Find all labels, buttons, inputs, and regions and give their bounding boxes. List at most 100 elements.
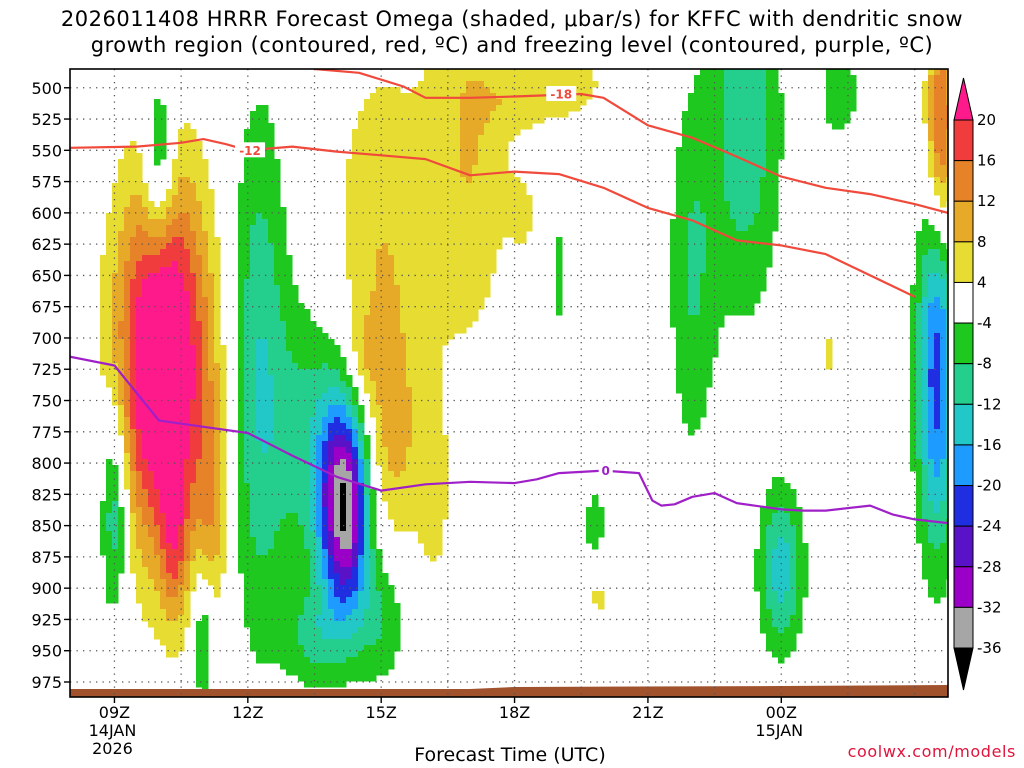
omega-cell: [688, 141, 695, 148]
omega-cell: [112, 369, 119, 376]
omega-cell: [220, 429, 227, 436]
omega-cell: [700, 153, 707, 160]
omega-cell: [292, 537, 299, 544]
omega-cell: [184, 189, 191, 196]
omega-cell: [142, 255, 149, 262]
omega-cell: [154, 453, 161, 460]
omega-cell: [256, 417, 263, 424]
omega-cell: [682, 321, 689, 328]
omega-cell: [700, 75, 707, 82]
omega-cell: [238, 273, 245, 280]
omega-cell: [268, 207, 275, 214]
omega-cell: [214, 501, 221, 508]
omega-cell: [478, 225, 485, 232]
omega-cell: [586, 75, 593, 82]
omega-cell: [430, 123, 437, 130]
omega-cell: [292, 621, 299, 628]
omega-cell: [244, 129, 251, 136]
omega-cell: [424, 363, 431, 370]
omega-cell: [328, 507, 335, 514]
omega-cell: [178, 207, 185, 214]
omega-cell: [118, 525, 125, 532]
omega-cell: [340, 381, 347, 388]
omega-cell: [424, 267, 431, 274]
omega-cell: [376, 195, 383, 202]
omega-cell: [142, 573, 149, 580]
omega-cell: [250, 399, 257, 406]
omega-cell: [304, 675, 311, 682]
omega-cell: [130, 453, 137, 460]
omega-cell: [310, 435, 317, 442]
omega-cell: [670, 261, 677, 268]
omega-cell: [388, 309, 395, 316]
omega-cell: [340, 669, 347, 676]
omega-cell: [238, 519, 245, 526]
omega-cell: [346, 195, 353, 202]
omega-cell: [376, 93, 383, 100]
omega-cell: [244, 537, 251, 544]
omega-cell: [364, 183, 371, 190]
omega-cell: [304, 369, 311, 376]
omega-cell: [274, 393, 281, 400]
omega-cell: [460, 195, 467, 202]
omega-cell: [178, 459, 185, 466]
omega-cell: [316, 339, 323, 346]
omega-cell: [268, 411, 275, 418]
omega-cell: [178, 381, 185, 388]
omega-cell: [178, 591, 185, 598]
omega-cell: [454, 183, 461, 190]
omega-cell: [592, 525, 599, 532]
omega-cell: [376, 441, 383, 448]
omega-cell: [280, 531, 287, 538]
omega-cell: [400, 369, 407, 376]
omega-cell: [184, 171, 191, 178]
omega-cell: [388, 381, 395, 388]
omega-cell: [676, 165, 683, 172]
omega-cell: [376, 621, 383, 628]
omega-cell: [256, 645, 263, 652]
omega-cell: [478, 249, 485, 256]
omega-cell: [136, 585, 143, 592]
omega-cell: [394, 117, 401, 124]
omega-cell: [334, 549, 341, 556]
omega-cell: [418, 411, 425, 418]
omega-cell: [130, 339, 137, 346]
omega-cell: [352, 609, 359, 616]
omega-cell: [340, 525, 347, 532]
omega-cell: [442, 321, 449, 328]
omega-cell: [388, 273, 395, 280]
omega-cell: [688, 117, 695, 124]
omega-cell: [262, 219, 269, 226]
omega-cell: [520, 195, 527, 202]
omega-cell: [700, 255, 707, 262]
omega-cell: [274, 459, 281, 466]
omega-cell: [358, 591, 365, 598]
omega-cell: [436, 123, 443, 130]
omega-cell: [406, 399, 413, 406]
omega-cell: [160, 291, 167, 298]
omega-cell: [100, 351, 107, 358]
omega-cell: [178, 597, 185, 604]
omega-cell: [358, 567, 365, 574]
omega-cell: [520, 219, 527, 226]
omega-cell: [154, 327, 161, 334]
omega-cell: [154, 285, 161, 292]
omega-cell: [358, 435, 365, 442]
omega-cell: [238, 219, 245, 226]
omega-cell: [364, 603, 371, 610]
omega-cell: [286, 303, 293, 310]
omega-cell: [154, 219, 161, 226]
omega-cell: [436, 477, 443, 484]
omega-cell: [178, 351, 185, 358]
omega-cell: [214, 531, 221, 538]
omega-cell: [406, 489, 413, 496]
omega-cell: [406, 315, 413, 322]
omega-cell: [286, 387, 293, 394]
omega-cell: [682, 177, 689, 184]
omega-cell: [262, 201, 269, 208]
omega-cell: [178, 501, 185, 508]
omega-cell: [238, 309, 245, 316]
omega-cell: [370, 645, 377, 652]
omega-cell: [694, 297, 701, 304]
omega-cell: [202, 657, 209, 664]
